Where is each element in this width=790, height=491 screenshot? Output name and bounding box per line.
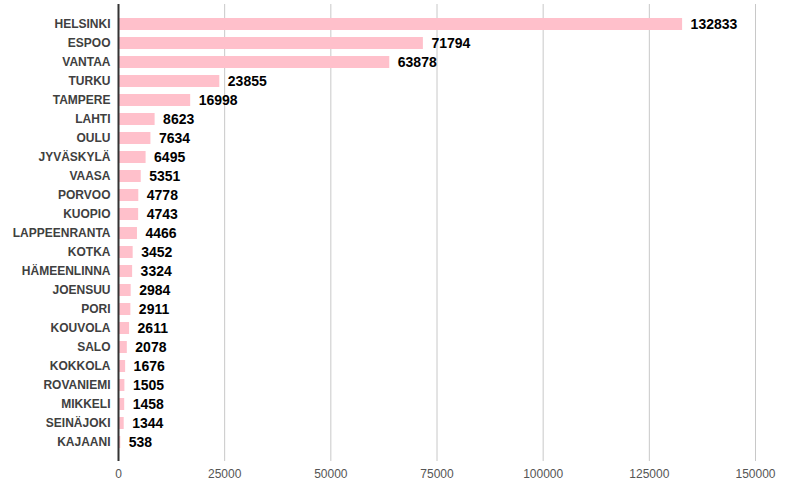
- svg-text:PORVOO: PORVOO: [58, 188, 110, 202]
- svg-text:100000: 100000: [523, 467, 563, 481]
- svg-text:HELSINKI: HELSINKI: [54, 17, 110, 31]
- svg-text:1676: 1676: [134, 358, 165, 374]
- svg-text:JYVÄSKYLÄ: JYVÄSKYLÄ: [38, 149, 110, 164]
- svg-text:132833: 132833: [691, 16, 738, 32]
- svg-text:SALO: SALO: [77, 340, 110, 354]
- svg-text:KOTKA: KOTKA: [68, 245, 111, 259]
- svg-text:2078: 2078: [135, 339, 166, 355]
- svg-text:OULU: OULU: [77, 131, 111, 145]
- svg-text:LAHTI: LAHTI: [75, 112, 110, 126]
- svg-text:KAJAANI: KAJAANI: [57, 435, 110, 449]
- svg-text:KUOPIO: KUOPIO: [63, 207, 110, 221]
- svg-text:63878: 63878: [398, 54, 437, 70]
- svg-text:SEINÄJOKI: SEINÄJOKI: [46, 415, 111, 430]
- svg-text:ROVANIEMI: ROVANIEMI: [43, 378, 110, 392]
- svg-text:ESPOO: ESPOO: [68, 36, 111, 50]
- svg-text:150000: 150000: [735, 467, 775, 481]
- svg-text:4466: 4466: [145, 225, 176, 241]
- svg-text:1505: 1505: [133, 377, 164, 393]
- svg-text:MIKKELI: MIKKELI: [61, 397, 110, 411]
- svg-text:4743: 4743: [147, 206, 178, 222]
- svg-text:5351: 5351: [149, 168, 180, 184]
- svg-text:0: 0: [115, 467, 122, 481]
- svg-text:4778: 4778: [147, 187, 178, 203]
- svg-text:8623: 8623: [163, 111, 194, 127]
- svg-text:KOUVOLA: KOUVOLA: [51, 321, 111, 335]
- svg-text:538: 538: [129, 434, 153, 450]
- svg-text:6495: 6495: [154, 149, 185, 165]
- svg-text:TAMPERE: TAMPERE: [53, 93, 111, 107]
- svg-text:75000: 75000: [420, 467, 454, 481]
- svg-text:23855: 23855: [228, 73, 267, 89]
- svg-text:1344: 1344: [132, 415, 163, 431]
- svg-text:125000: 125000: [629, 467, 669, 481]
- svg-text:71794: 71794: [431, 35, 470, 51]
- svg-text:PORI: PORI: [81, 302, 110, 316]
- svg-text:KOKKOLA: KOKKOLA: [50, 359, 111, 373]
- svg-text:2611: 2611: [138, 320, 169, 336]
- svg-text:LAPPEENRANTA: LAPPEENRANTA: [13, 226, 111, 240]
- svg-text:1458: 1458: [133, 396, 164, 412]
- svg-text:JOENSUU: JOENSUU: [52, 283, 110, 297]
- svg-text:16998: 16998: [199, 92, 238, 108]
- svg-text:HÄMEENLINNA: HÄMEENLINNA: [22, 263, 111, 278]
- svg-text:7634: 7634: [159, 130, 190, 146]
- svg-text:VAASA: VAASA: [69, 169, 110, 183]
- svg-text:VANTAA: VANTAA: [62, 55, 111, 69]
- svg-text:2911: 2911: [139, 301, 170, 317]
- svg-text:25000: 25000: [208, 467, 242, 481]
- svg-text:50000: 50000: [314, 467, 348, 481]
- svg-text:3452: 3452: [141, 244, 172, 260]
- svg-text:TURKU: TURKU: [69, 74, 111, 88]
- svg-text:2984: 2984: [139, 282, 170, 298]
- svg-text:3324: 3324: [141, 263, 172, 279]
